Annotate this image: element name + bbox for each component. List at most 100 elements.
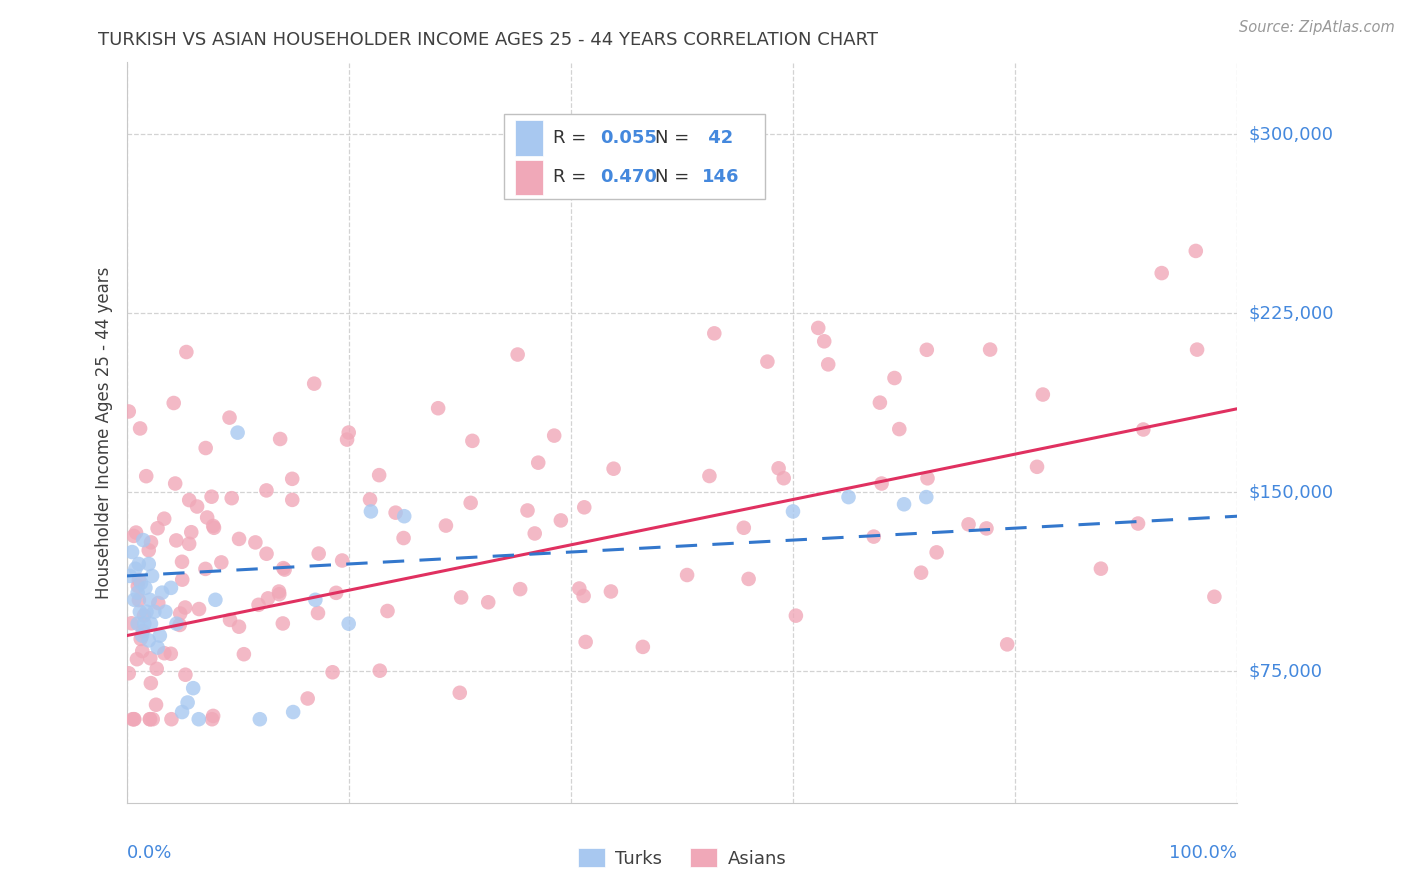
Point xyxy=(127,579,149,593)
Point xyxy=(202,709,225,723)
Point xyxy=(247,598,270,612)
Point xyxy=(232,647,254,661)
Point xyxy=(127,616,149,631)
Point xyxy=(917,471,939,485)
Point xyxy=(128,557,150,571)
Point xyxy=(146,640,169,655)
Point xyxy=(302,376,325,391)
Point xyxy=(226,425,249,440)
Point xyxy=(172,573,194,587)
Point xyxy=(368,664,391,678)
Point xyxy=(142,712,165,726)
Point xyxy=(165,533,187,548)
Point xyxy=(733,521,755,535)
Point xyxy=(201,712,224,726)
Point xyxy=(862,530,884,544)
Point xyxy=(132,533,155,547)
Point xyxy=(308,547,330,561)
Point xyxy=(122,712,145,726)
Point xyxy=(228,532,250,546)
Point xyxy=(129,421,152,435)
Point xyxy=(281,492,304,507)
Point xyxy=(394,509,416,524)
Point xyxy=(165,476,187,491)
Point xyxy=(772,471,794,485)
Point xyxy=(134,581,156,595)
FancyBboxPatch shape xyxy=(505,114,765,200)
Point xyxy=(602,461,624,475)
Point xyxy=(817,357,839,371)
Point xyxy=(813,334,835,349)
Point xyxy=(893,497,915,511)
Point xyxy=(883,371,905,385)
Point xyxy=(269,587,291,601)
Text: 0.470: 0.470 xyxy=(600,169,657,186)
Point xyxy=(550,513,572,527)
Point xyxy=(145,698,167,712)
Point xyxy=(129,576,152,591)
Point xyxy=(194,562,217,576)
Point xyxy=(377,604,399,618)
FancyBboxPatch shape xyxy=(515,160,543,195)
Point xyxy=(281,472,304,486)
Text: $150,000: $150,000 xyxy=(1249,483,1333,501)
Point xyxy=(139,592,162,607)
Point xyxy=(703,326,725,341)
Point xyxy=(477,595,499,609)
Point xyxy=(782,504,804,518)
Point xyxy=(337,425,360,440)
Point xyxy=(163,396,186,410)
Point xyxy=(245,535,267,549)
Point xyxy=(869,395,891,409)
Point xyxy=(172,705,194,719)
Point xyxy=(1204,590,1226,604)
Point xyxy=(121,545,143,559)
Point xyxy=(450,591,472,605)
Point xyxy=(359,492,381,507)
Point xyxy=(957,517,980,532)
Point xyxy=(368,468,391,483)
Point xyxy=(307,606,329,620)
Point xyxy=(186,500,208,514)
Point xyxy=(124,712,146,726)
Point xyxy=(995,637,1018,651)
Point xyxy=(141,569,163,583)
Point xyxy=(122,529,145,543)
Point xyxy=(568,582,591,596)
Point xyxy=(304,592,326,607)
Text: 42: 42 xyxy=(702,129,733,147)
Point xyxy=(506,347,529,361)
Point xyxy=(221,491,243,505)
Point xyxy=(139,712,162,726)
Text: R =: R = xyxy=(553,129,592,147)
Text: $300,000: $300,000 xyxy=(1249,125,1333,143)
Point xyxy=(330,553,353,567)
Point xyxy=(204,592,226,607)
Point xyxy=(384,506,406,520)
Point xyxy=(509,582,531,596)
Point xyxy=(271,616,294,631)
Point xyxy=(169,618,191,632)
Point xyxy=(127,585,149,599)
Point xyxy=(124,592,146,607)
Point xyxy=(910,566,932,580)
Point xyxy=(135,605,157,619)
Point xyxy=(139,535,162,549)
Point xyxy=(118,666,141,681)
Point xyxy=(699,469,721,483)
Point xyxy=(1032,387,1054,401)
Point xyxy=(160,581,183,595)
Point xyxy=(146,521,169,535)
Point xyxy=(256,547,278,561)
Point xyxy=(1090,562,1112,576)
Point xyxy=(131,644,153,658)
Point xyxy=(153,646,176,660)
Point xyxy=(143,605,166,619)
Point xyxy=(1026,459,1049,474)
Point xyxy=(202,521,225,535)
Point xyxy=(139,676,162,690)
Point xyxy=(870,476,893,491)
Text: N =: N = xyxy=(655,129,695,147)
Point xyxy=(169,607,191,621)
Point xyxy=(460,496,482,510)
